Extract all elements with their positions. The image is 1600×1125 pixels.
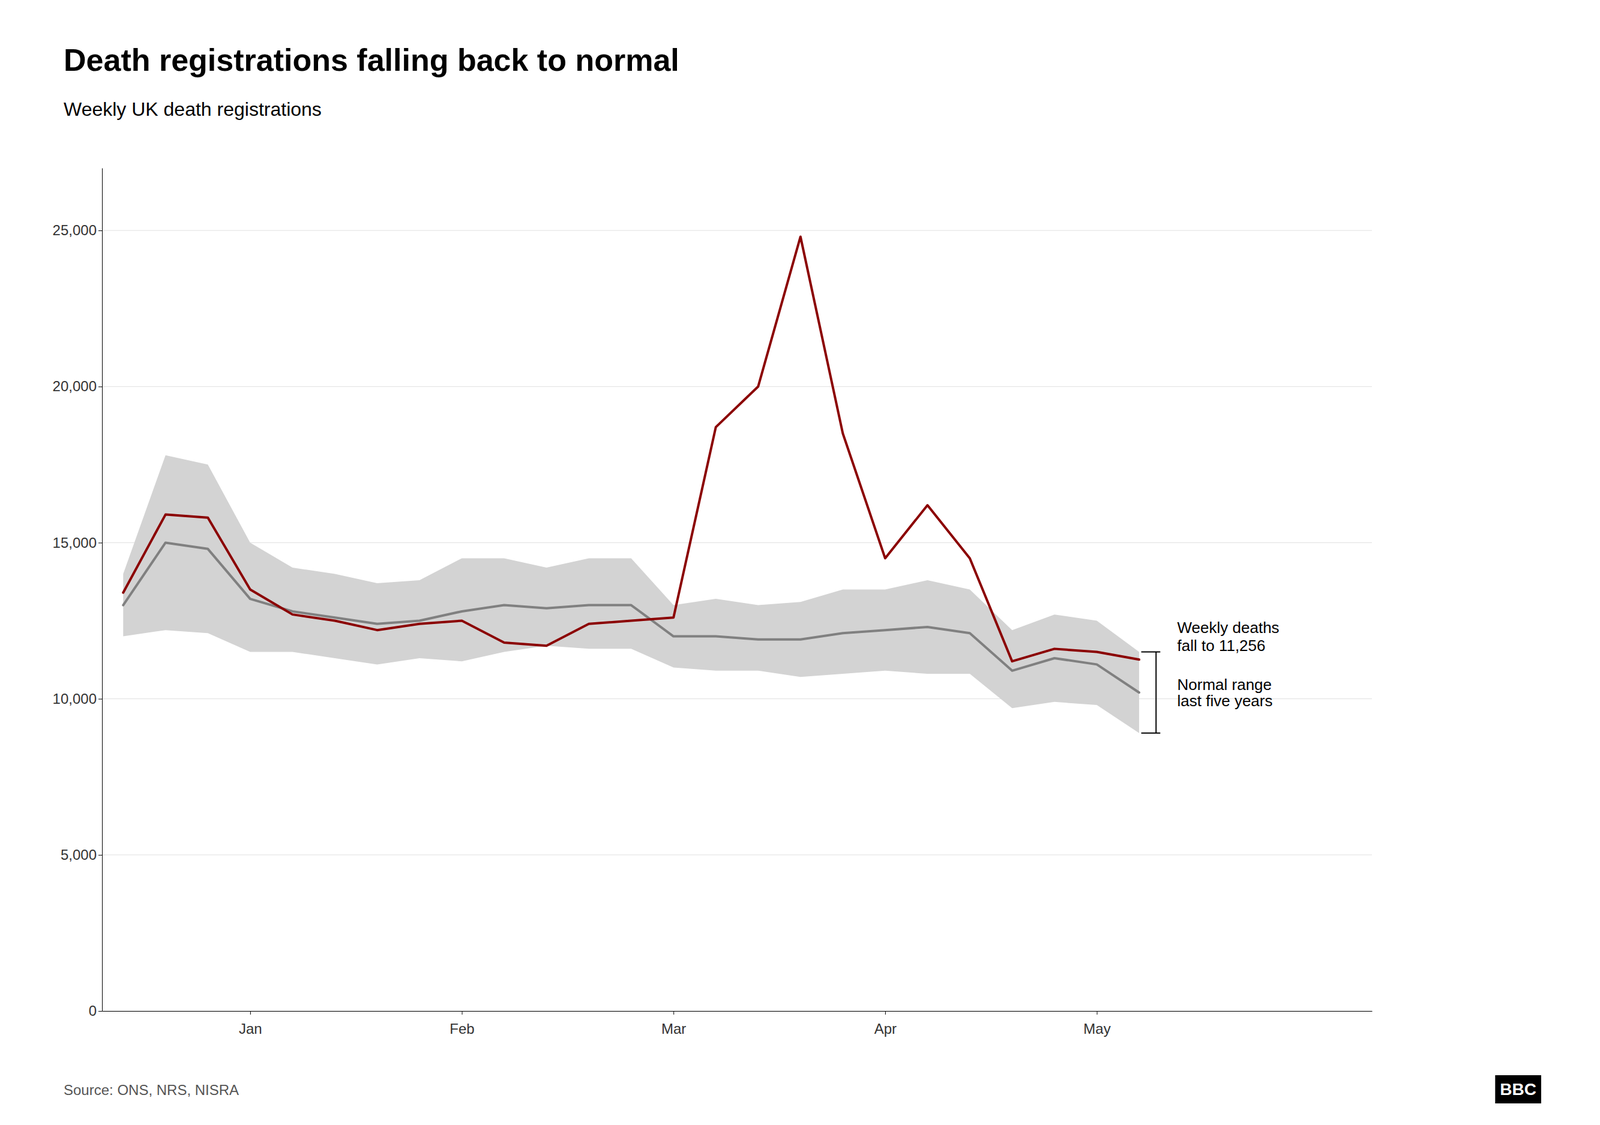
subtitle: Weekly UK death registrations: [63, 98, 322, 121]
logo-text: BBC: [1499, 1080, 1537, 1099]
y-tick: 15,000: [52, 534, 103, 551]
series-line: [123, 542, 1140, 693]
y-tick: 0: [88, 1002, 103, 1020]
logo: BBC: [1494, 1075, 1542, 1104]
x-tick-label: Jan: [238, 1020, 263, 1038]
y-axis: 0 5,000 10,000 15,000 20,000 25,000: [52, 168, 103, 1020]
marks: [123, 236, 1140, 733]
plot: 0 5,000 10,000 15,000 20,000 25,000 Jan Feb Mar A…: [52, 168, 1373, 1038]
source: Source: ONS, NRS, NISRA: [63, 1082, 239, 1099]
chart-container: 0 5,000 10,000 15,000 20,000 25,000 Jan Feb Mar A…: [0, 0, 1600, 1125]
normal-range-band: [123, 455, 1140, 734]
y-tick: 5,000: [60, 846, 103, 864]
y-tick-mark: [98, 386, 103, 388]
annotations: Weekly deathsfall to 11,256 Normal rangel…: [1141, 618, 1280, 733]
x-tick-label: Mar: [661, 1020, 686, 1038]
y-tick-label: 25,000: [52, 222, 97, 239]
x-tick-mark: [1097, 1011, 1098, 1015]
chart-svg: 0 5,000 10,000 15,000 20,000 25,000 Jan Feb Mar A…: [0, 0, 1600, 1125]
bracket-line: [1155, 652, 1157, 734]
y-tick-label: 20,000: [52, 378, 97, 395]
x-tick-label: Apr: [874, 1020, 897, 1038]
annotation: Weekly deaths: [1177, 618, 1280, 637]
bracket-cap: [1141, 732, 1161, 734]
x-tick: Jan: [238, 1011, 263, 1038]
y-tick-label: 5,000: [60, 846, 97, 864]
series-line: [123, 236, 1140, 662]
x-tick-label: May: [1083, 1020, 1111, 1038]
grid-line: [102, 230, 1372, 232]
x-tick-mark: [885, 1011, 886, 1015]
y-tick-mark: [98, 855, 103, 856]
y-axis-line: [102, 168, 103, 1012]
y-tick-mark: [98, 1011, 103, 1012]
x-tick: Feb: [449, 1011, 475, 1038]
annotation: fall to 11,256: [1177, 636, 1266, 655]
y-tick-mark: [98, 699, 103, 700]
y-tick: 20,000: [52, 378, 103, 395]
title: Death registrations falling back to norm…: [63, 42, 680, 78]
y-tick-mark: [98, 230, 103, 232]
annotation: last five years: [1177, 691, 1273, 710]
background: [0, 0, 1600, 1125]
y-tick-label: 10,000: [52, 690, 97, 707]
x-tick: May: [1083, 1011, 1111, 1038]
y-tick-label: 15,000: [52, 534, 97, 551]
x-axis-line: [102, 1011, 1373, 1012]
logo-box: [1494, 1075, 1542, 1104]
grid-line: [102, 386, 1372, 388]
bracket-cap: [1141, 651, 1161, 653]
y-tick-mark: [98, 542, 103, 544]
x-tick-mark: [250, 1011, 251, 1015]
annotation: Normal range: [1177, 675, 1273, 694]
x-tick: Apr: [874, 1011, 897, 1038]
grid-line: [102, 1011, 1372, 1012]
x-tick-mark: [673, 1011, 674, 1015]
grid-line: [102, 542, 1372, 544]
y-tick: 10,000: [52, 690, 103, 707]
x-tick-mark: [462, 1011, 463, 1015]
x-tick: Mar: [661, 1011, 686, 1038]
x-axis: Jan Feb Mar Apr May: [102, 1011, 1373, 1038]
y-tick: 25,000: [52, 222, 103, 239]
y-tick-label: 0: [88, 1002, 97, 1020]
x-tick-label: Feb: [449, 1020, 475, 1038]
grid-line: [102, 854, 1372, 856]
grid: [102, 230, 1372, 1012]
